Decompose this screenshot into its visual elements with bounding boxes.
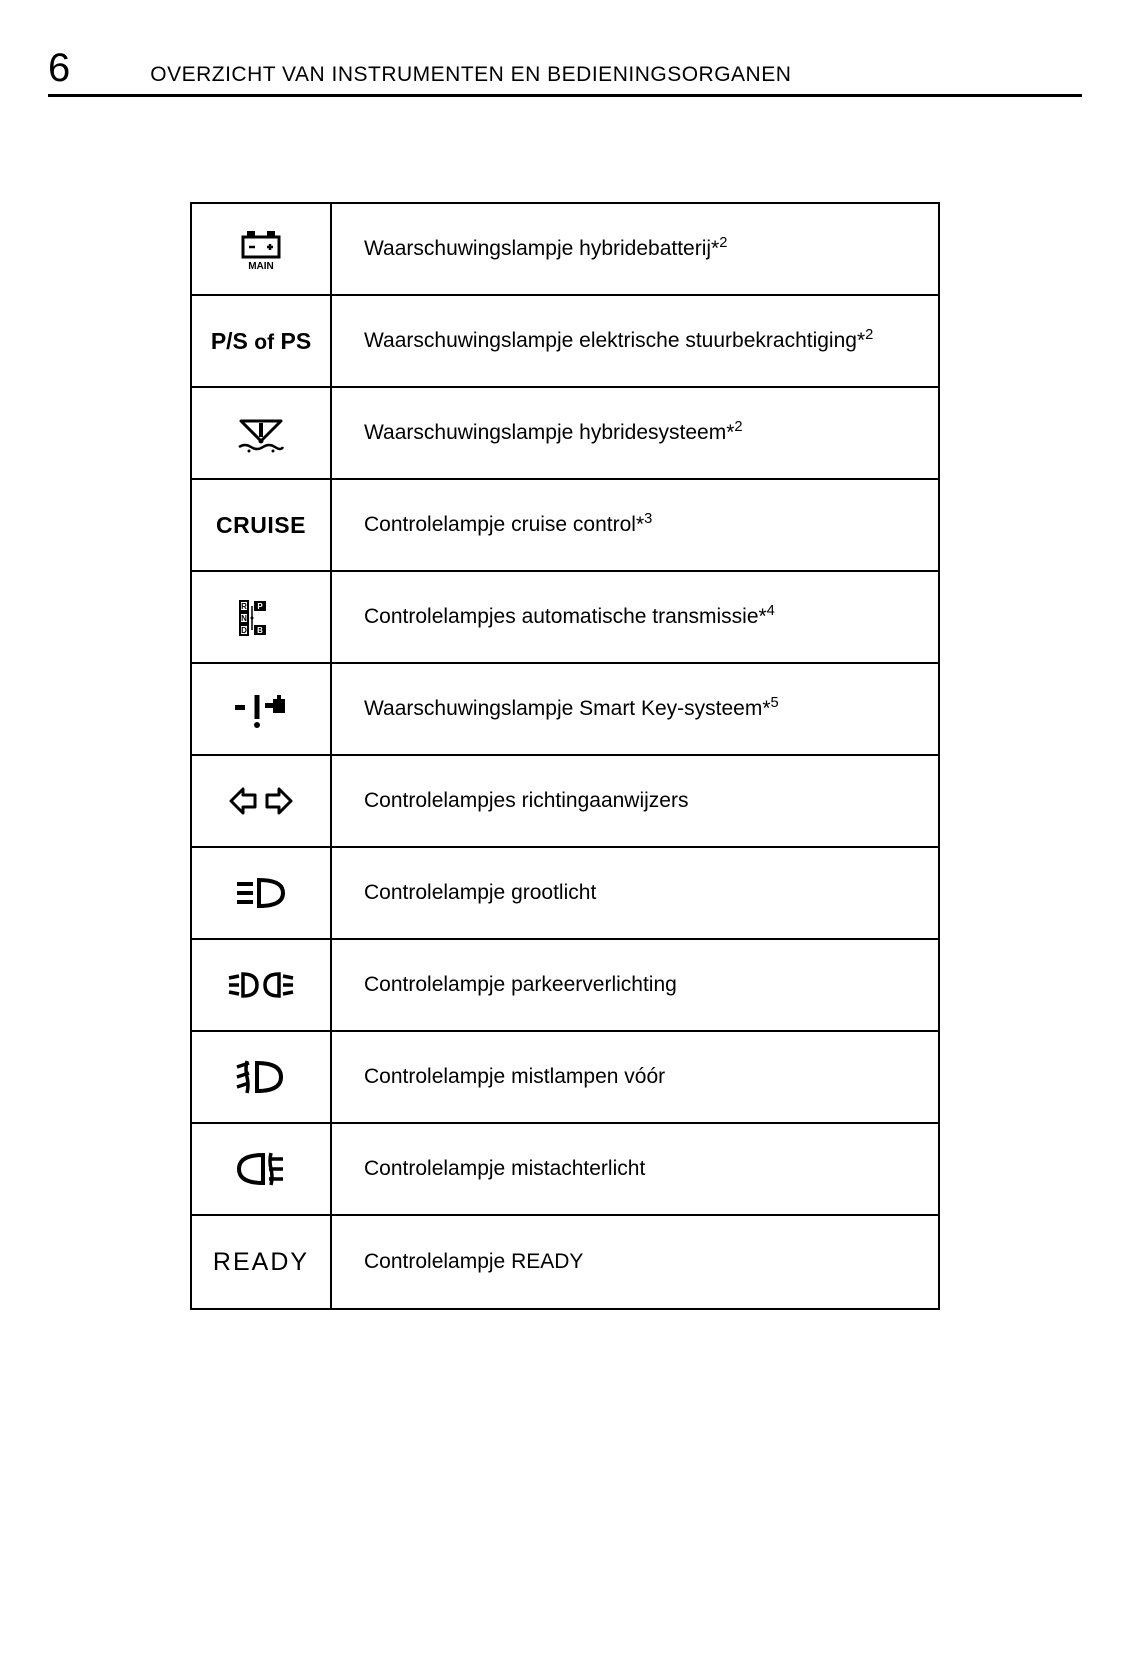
desc-cell: Controlelampje cruise control*3	[332, 480, 938, 570]
table-row: Controlelampje mistlampen vóór	[192, 1032, 938, 1124]
svg-text:D: D	[241, 626, 247, 635]
desc-cell: Controlelampje parkeerverlichting	[332, 940, 938, 1030]
desc-text: Waarschuwingslampje Smart Key-systeem*5	[364, 694, 779, 723]
table-row: R N D P B Controlelampjes automatische t…	[192, 572, 938, 664]
icon-cell	[192, 664, 332, 754]
icon-cell: CRUISE	[192, 480, 332, 570]
parking-light-icon	[225, 968, 297, 1002]
svg-text:N: N	[241, 614, 247, 623]
icon-cell	[192, 388, 332, 478]
table-row: CRUISE Controlelampje cruise control*3	[192, 480, 938, 572]
icon-cell	[192, 1032, 332, 1122]
svg-text:MAIN: MAIN	[248, 261, 274, 271]
smart-key-icon	[231, 689, 291, 729]
cruise-text-icon: CRUISE	[216, 512, 306, 539]
icon-cell: MAIN	[192, 204, 332, 294]
desc-text: Controlelampje mistlampen vóór	[364, 1063, 665, 1091]
table-row: Waarschuwingslampje hybridesysteem*2	[192, 388, 938, 480]
hybrid-system-icon	[231, 411, 291, 455]
desc-cell: Controlelampjes richtingaanwijzers	[332, 756, 938, 846]
table-row: Controlelampjes richtingaanwijzers	[192, 756, 938, 848]
desc-cell: Waarschuwingslampje elektrische stuurbek…	[332, 296, 938, 386]
desc-cell: Controlelampjes automatische transmissie…	[332, 572, 938, 662]
desc-text: Controlelampjes automatische transmissie…	[364, 602, 775, 631]
table-row: Waarschuwingslampje Smart Key-systeem*5	[192, 664, 938, 756]
battery-main-icon: MAIN	[237, 227, 285, 271]
table-row: READY Controlelampje READY	[192, 1216, 938, 1308]
desc-text: Controlelampje READY	[364, 1248, 583, 1276]
desc-cell: Waarschuwingslampje hybridesysteem*2	[332, 388, 938, 478]
page: 6 OVERZICHT VAN INSTRUMENTEN EN BEDIENIN…	[0, 0, 1142, 1654]
transmission-icon: R N D P B	[236, 597, 286, 637]
desc-cell: Controlelampje READY	[332, 1216, 938, 1308]
ready-text-icon: READY	[213, 1248, 309, 1277]
ps-text-icon: P/S of PS	[211, 328, 311, 355]
desc-cell: Waarschuwingslampje hybridebatterij*2	[332, 204, 938, 294]
icon-cell	[192, 940, 332, 1030]
desc-text: Controlelampje mistachterlicht	[364, 1155, 645, 1183]
icon-cell: R N D P B	[192, 572, 332, 662]
desc-cell: Controlelampje mistachterlicht	[332, 1124, 938, 1214]
page-header: 6 OVERZICHT VAN INSTRUMENTEN EN BEDIENIN…	[48, 48, 1082, 97]
icon-cell	[192, 756, 332, 846]
table-row: Controlelampje mistachterlicht	[192, 1124, 938, 1216]
turn-signal-icon	[229, 785, 293, 817]
svg-text:B: B	[257, 626, 263, 635]
desc-text: Waarschuwingslampje hybridebatterij*2	[364, 234, 727, 263]
table-row: Controlelampje grootlicht	[192, 848, 938, 940]
desc-cell: Controlelampje mistlampen vóór	[332, 1032, 938, 1122]
desc-cell: Controlelampje grootlicht	[332, 848, 938, 938]
header-title: OVERZICHT VAN INSTRUMENTEN EN BEDIENINGS…	[150, 63, 791, 87]
icon-cell	[192, 848, 332, 938]
desc-text: Waarschuwingslampje elektrische stuurbek…	[364, 326, 873, 355]
desc-cell: Waarschuwingslampje Smart Key-systeem*5	[332, 664, 938, 754]
table-row: Controlelampje parkeerverlichting	[192, 940, 938, 1032]
svg-text:R: R	[241, 602, 247, 611]
desc-text: Controlelampje cruise control*3	[364, 510, 652, 539]
desc-text: Controlelampje grootlicht	[364, 879, 596, 907]
table-row: P/S of PS Waarschuwingslampje elektrisch…	[192, 296, 938, 388]
high-beam-icon	[233, 876, 289, 910]
desc-text: Controlelampje parkeerverlichting	[364, 971, 677, 999]
icon-cell: P/S of PS	[192, 296, 332, 386]
front-fog-icon	[233, 1057, 289, 1097]
icon-cell	[192, 1124, 332, 1214]
page-number: 6	[48, 48, 70, 88]
desc-text: Controlelampjes richtingaanwijzers	[364, 787, 688, 815]
icon-cell: READY	[192, 1216, 332, 1308]
desc-text: Waarschuwingslampje hybridesysteem*2	[364, 418, 743, 447]
indicator-table: MAIN Waarschuwingslampje hybridebatterij…	[190, 202, 940, 1310]
svg-text:P: P	[257, 602, 263, 611]
rear-fog-icon	[233, 1149, 289, 1189]
table-row: MAIN Waarschuwingslampje hybridebatterij…	[192, 204, 938, 296]
